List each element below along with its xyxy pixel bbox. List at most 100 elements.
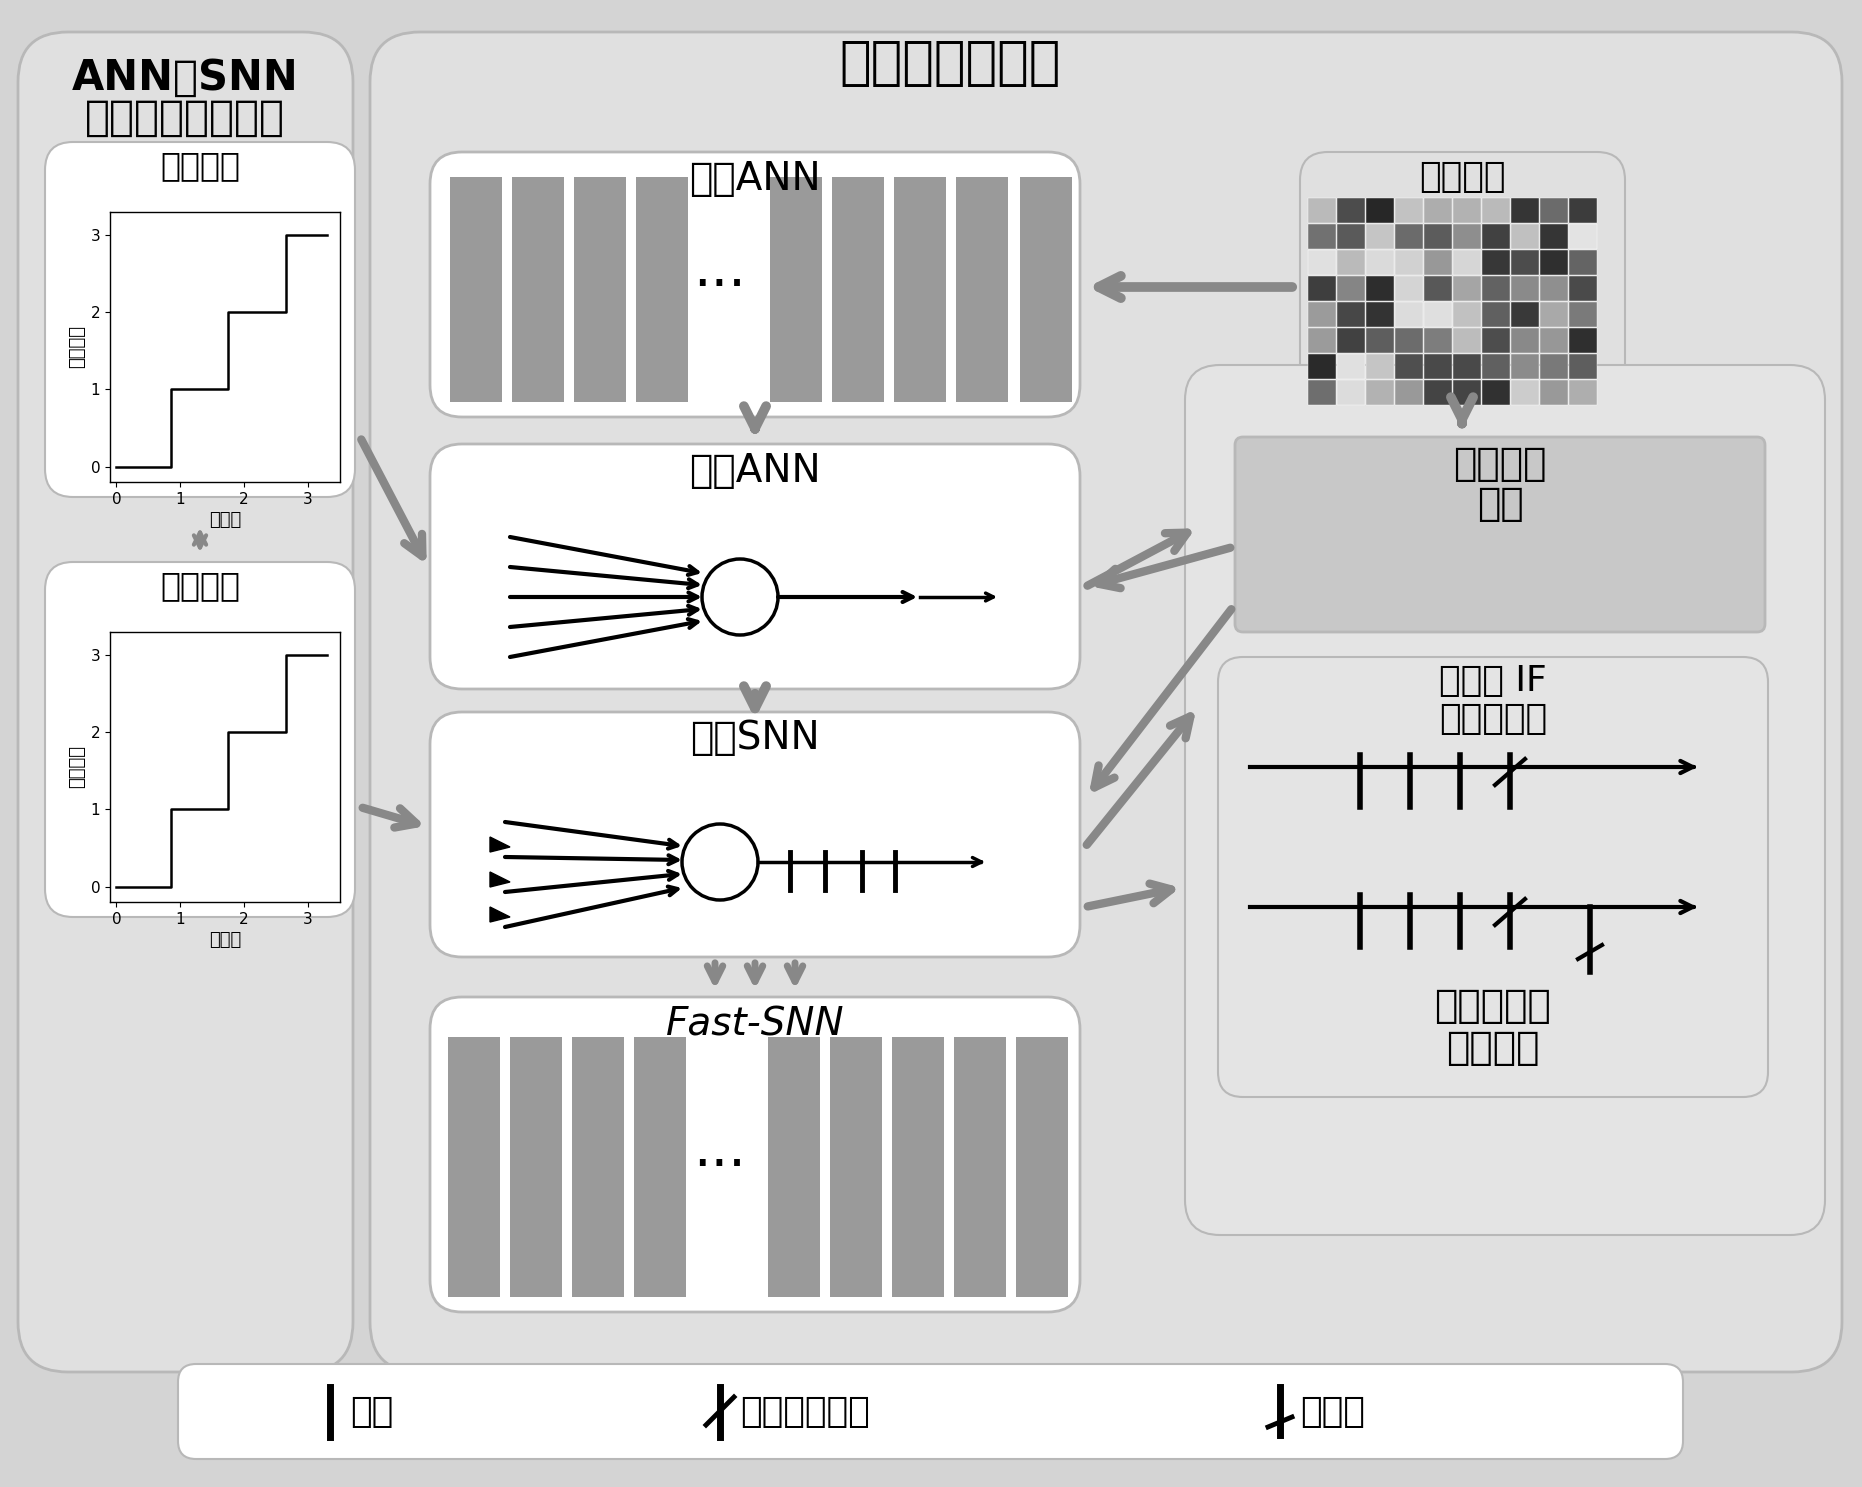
- Bar: [1307, 277, 1337, 300]
- Bar: [1452, 329, 1480, 352]
- Bar: [1510, 198, 1540, 223]
- Bar: [573, 177, 626, 401]
- Bar: [1510, 381, 1540, 404]
- Text: 最小化累积: 最小化累积: [1434, 987, 1551, 1025]
- Bar: [1307, 302, 1337, 327]
- Bar: [832, 177, 884, 401]
- Text: 训练数据: 训练数据: [1419, 161, 1504, 193]
- Y-axis label: 脉冲数目: 脉冲数目: [69, 745, 86, 788]
- Bar: [955, 177, 1007, 401]
- Bar: [1570, 381, 1598, 404]
- Bar: [1540, 302, 1568, 327]
- Polygon shape: [490, 837, 510, 852]
- X-axis label: 膜电荷: 膜电荷: [209, 931, 240, 949]
- Text: 神经元模型: 神经元模型: [1439, 702, 1547, 736]
- Bar: [1424, 198, 1452, 223]
- Bar: [1452, 302, 1480, 327]
- Bar: [1510, 354, 1540, 379]
- Bar: [1395, 198, 1423, 223]
- Bar: [1395, 250, 1423, 275]
- Bar: [953, 1036, 1005, 1297]
- Bar: [1540, 329, 1568, 352]
- Bar: [1482, 225, 1510, 248]
- Bar: [1307, 250, 1337, 275]
- Bar: [1337, 277, 1365, 300]
- Bar: [1570, 250, 1598, 275]
- Bar: [572, 1036, 624, 1297]
- Bar: [1367, 329, 1395, 352]
- Text: 最小化量化误差: 最小化量化误差: [840, 37, 1061, 89]
- Bar: [449, 1036, 501, 1297]
- FancyBboxPatch shape: [179, 1364, 1683, 1459]
- FancyBboxPatch shape: [45, 141, 356, 497]
- Bar: [1452, 354, 1480, 379]
- Bar: [1452, 381, 1480, 404]
- Bar: [830, 1036, 883, 1297]
- FancyBboxPatch shape: [430, 445, 1080, 688]
- FancyBboxPatch shape: [1184, 364, 1825, 1236]
- Bar: [637, 177, 687, 401]
- Bar: [1395, 381, 1423, 404]
- Bar: [1367, 250, 1395, 275]
- Bar: [1570, 354, 1598, 379]
- Bar: [1424, 354, 1452, 379]
- Bar: [1452, 250, 1480, 275]
- Polygon shape: [490, 871, 510, 888]
- Bar: [1307, 329, 1337, 352]
- Bar: [1367, 302, 1395, 327]
- Text: 有符号 IF: 有符号 IF: [1439, 665, 1547, 697]
- FancyBboxPatch shape: [45, 562, 356, 917]
- Bar: [1395, 329, 1423, 352]
- Bar: [1482, 329, 1510, 352]
- Bar: [1424, 277, 1452, 300]
- Bar: [1337, 302, 1365, 327]
- Text: 负脉冲: 负脉冲: [1300, 1395, 1365, 1429]
- Bar: [1570, 198, 1598, 223]
- Bar: [1424, 225, 1452, 248]
- Bar: [1570, 277, 1598, 300]
- Bar: [1395, 354, 1423, 379]
- Bar: [1482, 250, 1510, 275]
- X-axis label: 浮点数: 浮点数: [209, 512, 240, 529]
- Bar: [1424, 381, 1452, 404]
- Bar: [1337, 198, 1365, 223]
- FancyBboxPatch shape: [430, 152, 1080, 416]
- FancyBboxPatch shape: [430, 712, 1080, 958]
- Bar: [1540, 198, 1568, 223]
- Text: ···: ···: [693, 260, 747, 314]
- Bar: [1367, 381, 1395, 404]
- Bar: [1395, 302, 1423, 327]
- Text: ANN与SNN: ANN与SNN: [71, 57, 298, 100]
- Bar: [1452, 198, 1480, 223]
- Bar: [1452, 277, 1480, 300]
- Y-axis label: 量化结果: 量化结果: [69, 326, 86, 369]
- Bar: [1337, 329, 1365, 352]
- Bar: [1020, 177, 1073, 401]
- Bar: [894, 177, 946, 401]
- Bar: [1482, 198, 1510, 223]
- Text: 量化ANN: 量化ANN: [689, 161, 821, 198]
- Bar: [1482, 354, 1510, 379]
- Bar: [1510, 302, 1540, 327]
- Bar: [1482, 277, 1510, 300]
- Bar: [1367, 277, 1395, 300]
- Bar: [510, 1036, 562, 1297]
- Bar: [1540, 354, 1568, 379]
- Bar: [1395, 225, 1423, 248]
- Bar: [1510, 277, 1540, 300]
- Polygon shape: [490, 907, 510, 922]
- Text: 空域量化: 空域量化: [160, 149, 240, 181]
- Bar: [1570, 225, 1598, 248]
- Bar: [1540, 381, 1568, 404]
- FancyBboxPatch shape: [1235, 437, 1765, 632]
- Bar: [1452, 225, 1480, 248]
- Bar: [771, 177, 821, 401]
- Text: ···: ···: [693, 1141, 747, 1194]
- FancyBboxPatch shape: [1218, 657, 1769, 1097]
- Bar: [1540, 225, 1568, 248]
- Bar: [451, 177, 503, 401]
- Circle shape: [681, 824, 758, 900]
- Bar: [1337, 381, 1365, 404]
- FancyBboxPatch shape: [19, 33, 354, 1373]
- Bar: [1367, 225, 1395, 248]
